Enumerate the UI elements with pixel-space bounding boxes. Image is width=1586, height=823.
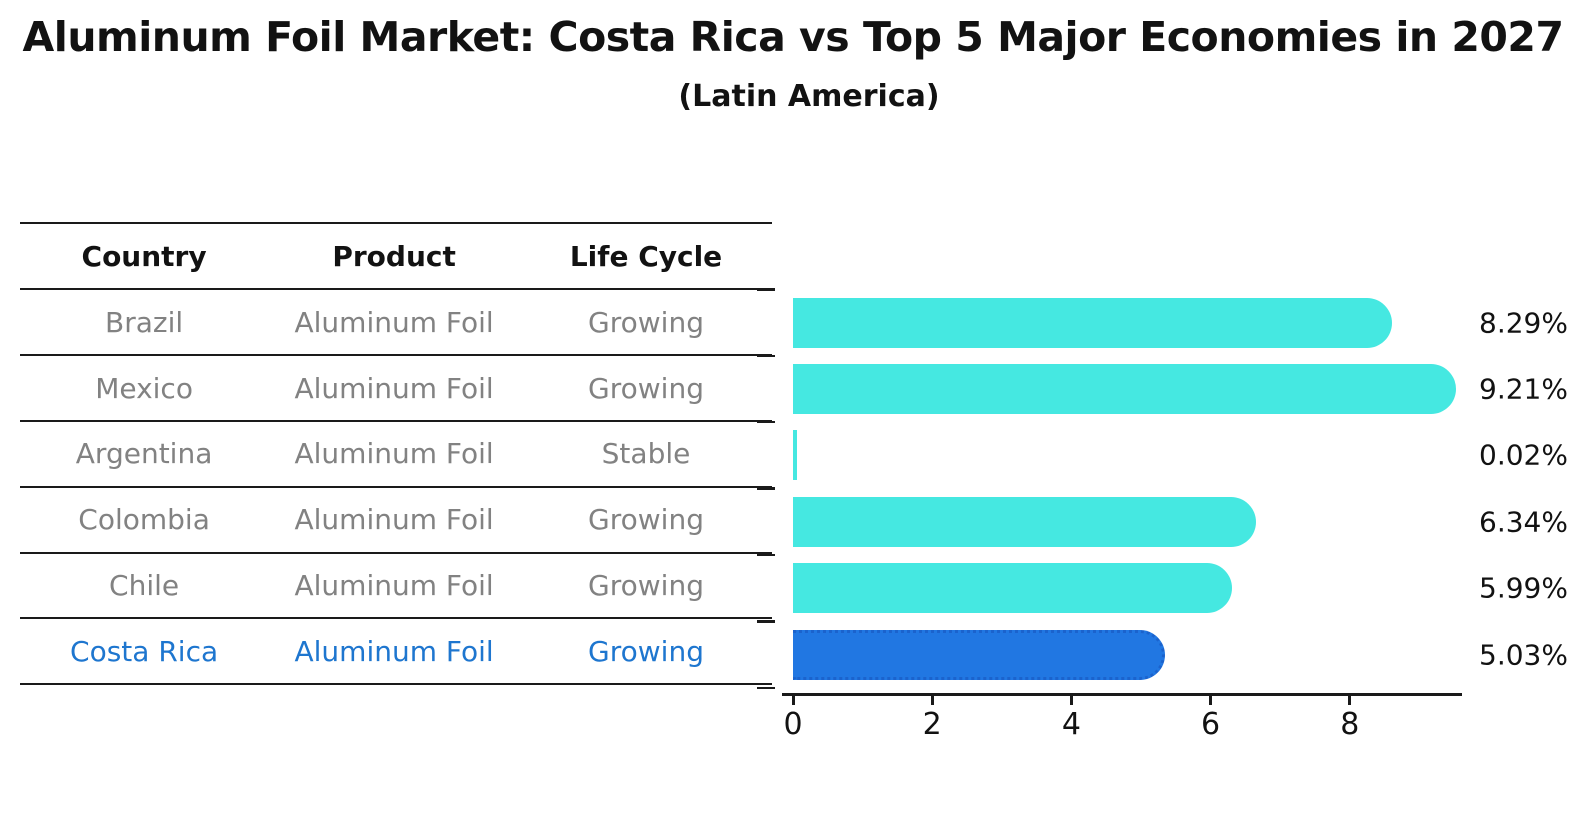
table-row: Mexico Aluminum Foil Growing [20,356,772,422]
x-tick-mark [1348,696,1352,705]
cell-product: Aluminum Foil [294,371,494,405]
x-tick-label: 0 [783,707,803,742]
bar-chile [793,563,1232,614]
cell-life-cycle: Growing [588,305,704,339]
table-body: Brazil Aluminum Foil Growing Mexico Aluminum… [20,290,772,686]
y-tick-mark [757,487,775,490]
cell-country: Argentina [75,437,213,471]
cell-country: Chile [109,568,180,602]
cell-country: Mexico [95,371,193,405]
y-tick-mark [757,620,775,623]
bar-value-label: 5.99% [1479,571,1568,605]
x-tick-mark [791,696,795,705]
bar-value-label: 6.34% [1479,505,1568,539]
cell-life-cycle: Growing [588,371,704,405]
bar-colombia [793,496,1257,547]
table-row: Chile Aluminum Foil Growing [20,554,772,620]
x-axis-line [782,693,1462,696]
cell-life-cycle: Growing [588,634,704,668]
x-tick-label: 8 [1340,707,1360,742]
x-tick-mark [1069,696,1073,705]
y-tick-mark [757,354,775,358]
cell-country: Colombia [78,503,210,537]
y-tick-mark [757,553,775,557]
cell-product: Aluminum Foil [294,503,494,537]
cell-life-cycle: Stable [601,437,691,471]
cell-country: Costa Rica [70,634,219,668]
y-tick-mark [757,686,775,690]
chart-title: Aluminum Foil Market: Costa Rica vs Top … [22,13,1564,61]
table-row: Colombia Aluminum Foil Growing [20,488,772,554]
cell-product: Aluminum Foil [294,634,494,668]
bar-value-label: 9.21% [1479,372,1568,406]
country-table: Country Product Life Cycle Brazil Aluminu… [20,222,772,686]
table-row: Brazil Aluminum Foil Growing [20,290,772,357]
x-tick-mark [1209,696,1213,705]
cell-product: Aluminum Foil [294,305,494,339]
table-header-row: Country Product Life Cycle [20,224,772,291]
y-tick-mark [757,420,775,424]
cell-life-cycle: Growing [588,503,704,537]
x-tick-label: 6 [1201,707,1221,742]
x-tick-mark [930,696,934,705]
x-tick-label: 4 [1061,707,1081,742]
bar-costa-rica [793,629,1166,680]
table-row: Argentina Aluminum Foil Stable [20,422,772,488]
bar-value-label: 5.03% [1479,638,1568,672]
bar-argentina [793,430,797,481]
bar-value-label: 8.29% [1479,306,1568,340]
chart-subtitle: (Latin America) [678,79,940,114]
cell-product: Aluminum Foil [294,568,494,602]
cell-life-cycle: Growing [588,568,704,602]
cell-country: Brazil [105,305,184,339]
bar-value-label: 0.02% [1479,438,1568,472]
header-product: Product [332,239,456,273]
table-row: Costa Rica Aluminum Foil Growing [20,619,772,686]
y-tick-mark [757,288,775,291]
bar-mexico [793,364,1457,414]
x-tick-label: 2 [922,707,942,742]
header-country: Country [81,239,207,273]
bar-brazil [793,297,1392,348]
header-life-cycle: Life Cycle [569,239,723,273]
cell-product: Aluminum Foil [294,437,494,471]
